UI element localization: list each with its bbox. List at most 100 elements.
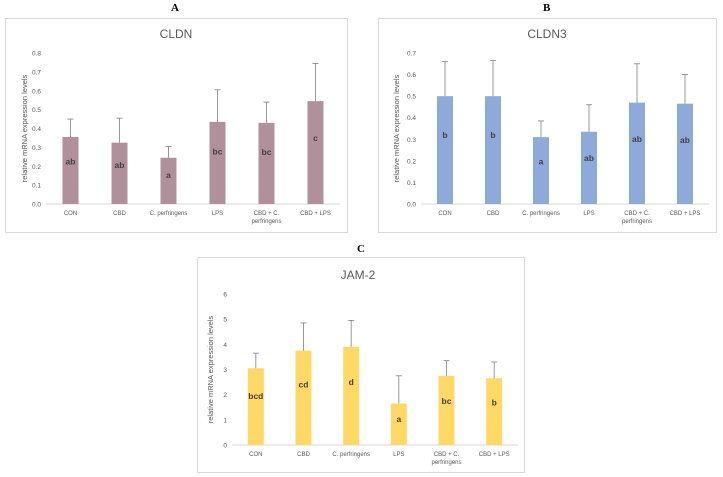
x-tick-label: C. perfringens [332,452,370,458]
y-tick-label: 0.7 [407,51,416,58]
x-tick-label: CON [249,452,262,458]
data-label: b [442,130,447,140]
y-tick-label: 0.4 [407,115,416,122]
y-tick-label: 0.8 [32,51,41,58]
bar [581,131,597,204]
x-tick-label-line: CBD [487,211,500,217]
data-label: bc [442,396,452,406]
bar [677,103,693,204]
x-tick-label: C. perfringens [522,211,560,217]
y-tick-label: 0.5 [32,107,41,114]
bar [343,346,360,445]
bar [258,122,275,204]
y-tick-label: 0.7 [32,69,41,76]
x-tick-label-line: perfringens [622,219,652,225]
x-tick-label: CON [438,211,451,217]
x-tick-label-line: CBD + C. [434,452,460,458]
data-label: b [490,130,495,140]
bar [247,368,264,445]
chart-title: CLDN3 [527,27,567,41]
panel-letter-c: C [357,243,365,255]
data-label: bcd [248,391,263,401]
data-label: ab [115,160,125,170]
x-tick-label-line: CBD [113,211,126,217]
x-tick-label: LPS [583,211,594,217]
bar [438,375,455,445]
data-label: a [166,170,171,180]
bar [209,121,226,204]
chart-frame-a [5,18,348,233]
x-tick-label-line: LPS [583,211,594,217]
data-label: bc [262,147,272,157]
data-label: ab [632,134,642,144]
x-tick-label: LPS [393,452,404,458]
y-axis-label: relative mRNA expression levels [392,74,401,182]
y-tick-label: 0.6 [407,72,416,79]
y-tick-label: 3 [223,367,227,374]
x-tick-label-line: CON [249,452,262,458]
bar [111,142,128,204]
y-tick-label: 0.0 [407,202,416,209]
y-tick-label: 0.6 [32,88,41,95]
panel-letter-b: B [543,2,551,14]
y-tick-label: 0.3 [407,137,416,144]
x-tick-label: CBD + LPS [670,211,701,217]
y-tick-label: 0.2 [407,158,416,165]
data-label: ab [584,153,594,163]
chart-title: JAM-2 [341,268,376,282]
y-tick-label: 0.4 [32,126,41,133]
data-label: d [349,377,354,387]
y-axis-label: relative mRNA expression levels [206,315,215,423]
bar [437,96,453,204]
data-label: c [313,133,318,143]
data-label: bc [213,147,223,157]
x-tick-label: CBD + LPS [300,211,331,217]
x-tick-label: CBD [113,211,126,217]
x-tick-label-line: CON [64,211,77,217]
bar [307,101,324,204]
x-tick-label: CBD + LPS [479,452,510,458]
y-tick-label: 0 [223,443,227,450]
x-tick-label-line: CBD + LPS [300,211,331,217]
x-tick-label-line: CBD [297,452,310,458]
y-tick-label: 0.2 [32,164,41,171]
x-tick-label-line: CBD + LPS [670,211,701,217]
y-tick-label: 4 [223,342,227,349]
x-tick-label: CBD + C. perfringens [431,452,461,466]
y-tick-label: 1 [223,417,227,424]
x-tick-label: C. perfringens [150,211,188,217]
y-tick-label: 0.1 [32,183,41,190]
chart-title: CLDN [160,27,193,41]
x-tick-label-line: LPS [393,452,404,458]
x-tick-label-line: CBD + C. [624,211,650,217]
x-tick-label-line: LPS [212,211,223,217]
x-tick-label: CBD + C. perfringens [251,211,281,225]
x-tick-label: CBD [297,452,310,458]
data-label: ab [680,135,690,145]
y-tick-label: 0.5 [407,94,416,101]
data-label: ab [66,156,76,166]
x-tick-label: CON [64,211,77,217]
data-label: cd [299,380,309,390]
x-tick-label-line: C. perfringens [332,452,370,458]
panel-letter-a: A [171,2,179,14]
bar [485,96,501,204]
x-tick-label: CBD [487,211,500,217]
x-tick-label-line: CON [438,211,451,217]
x-tick-label-line: C. perfringens [522,211,560,217]
bar [486,378,503,445]
x-tick-label-line: perfringens [251,219,281,225]
bar [629,102,645,204]
x-tick-label-line: CBD + C. [254,211,280,217]
y-tick-label: 0.0 [32,202,41,209]
bar [62,136,79,204]
y-tick-label: 0.3 [32,145,41,152]
bar [390,403,407,445]
chart-frame-c [197,257,525,473]
y-tick-label: 6 [223,292,227,299]
bar [533,137,549,204]
data-label: a [396,414,401,424]
